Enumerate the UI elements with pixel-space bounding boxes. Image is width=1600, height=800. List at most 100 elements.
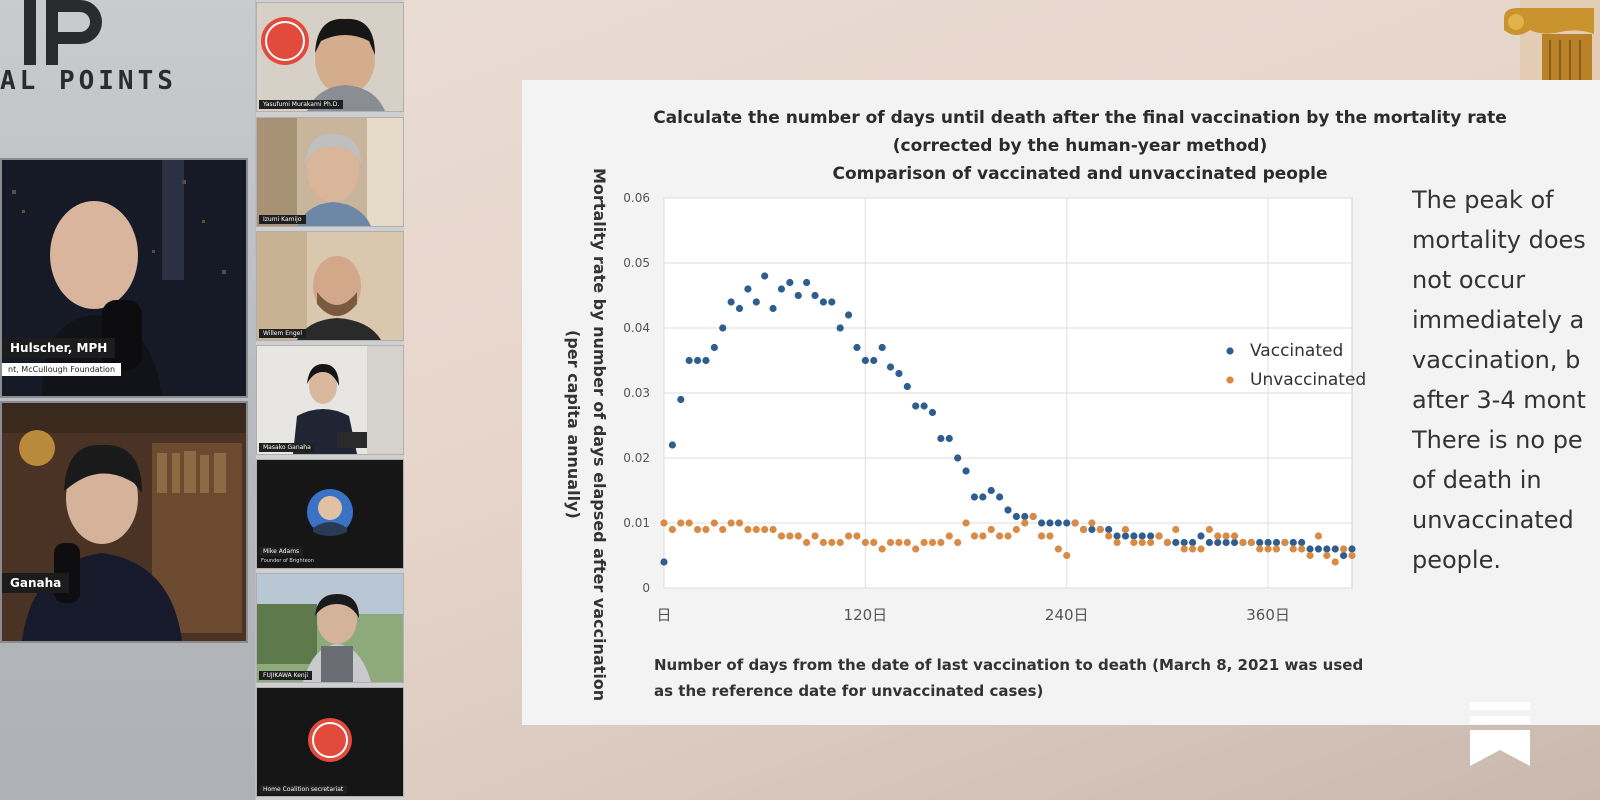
data-point-unvaccinated <box>1239 538 1247 547</box>
data-point-unvaccinated <box>1314 532 1323 540</box>
data-point-unvaccinated <box>979 532 987 540</box>
participant-video-frame <box>257 346 403 454</box>
x-tick-label: 240日 <box>1045 606 1089 624</box>
y-tick-label: 0.02 <box>623 451 650 465</box>
y-tick-label: 0 <box>642 581 650 595</box>
data-point-unvaccinated <box>1289 545 1297 553</box>
speaker-video-frame <box>2 403 246 641</box>
data-point-unvaccinated <box>693 525 702 534</box>
data-point-vaccinated <box>693 356 702 365</box>
data-point-vaccinated <box>996 493 1004 501</box>
data-point-vaccinated <box>1046 519 1054 527</box>
participant-tile[interactable]: Willem Engel <box>256 231 404 341</box>
data-point-unvaccinated <box>1147 538 1155 547</box>
data-point-vaccinated <box>761 272 769 280</box>
data-point-vaccinated <box>987 486 995 495</box>
legend-marker <box>1226 376 1234 384</box>
data-point-unvaccinated <box>962 519 970 527</box>
data-point-unvaccinated <box>1172 525 1180 534</box>
data-point-vaccinated <box>1256 538 1264 547</box>
data-point-vaccinated <box>803 278 811 287</box>
speaker-video-tile[interactable]: Ganaha <box>0 401 248 643</box>
data-point-vaccinated <box>1113 532 1121 540</box>
participant-tile[interactable]: Masako Ganaha <box>256 345 404 455</box>
data-point-vaccinated <box>945 434 953 443</box>
data-point-vaccinated <box>878 343 886 352</box>
data-point-unvaccinated <box>1340 545 1348 553</box>
data-point-unvaccinated <box>1130 538 1138 547</box>
data-point-vaccinated <box>1264 538 1272 547</box>
y-tick-label: 0.06 <box>623 191 650 205</box>
data-point-unvaccinated <box>1071 519 1079 527</box>
participant-name: Izumi Kamijo <box>259 215 306 224</box>
data-point-vaccinated <box>895 369 903 378</box>
data-point-vaccinated <box>1314 545 1323 553</box>
slide-title-line: Calculate the number of days until death… <box>653 108 1507 128</box>
participant-tile[interactable]: Mike Adams Founder of Brighteon <box>256 459 404 569</box>
data-point-unvaccinated <box>1264 545 1272 553</box>
data-point-unvaccinated <box>735 519 744 527</box>
data-point-unvaccinated <box>752 525 760 534</box>
data-point-vaccinated <box>1298 538 1306 547</box>
data-point-vaccinated <box>937 434 945 443</box>
slide-side-note: The peak of mortality does not occur imm… <box>1412 186 1586 574</box>
data-point-unvaccinated <box>777 532 786 540</box>
data-point-vaccinated <box>886 363 895 371</box>
data-point-unvaccinated <box>1021 519 1029 527</box>
data-point-vaccinated <box>1180 538 1188 547</box>
legend-marker <box>1226 347 1234 355</box>
data-point-vaccinated <box>685 356 693 365</box>
data-point-vaccinated <box>1105 525 1113 534</box>
data-point-vaccinated <box>1088 525 1096 534</box>
data-point-vaccinated <box>719 324 727 332</box>
data-point-unvaccinated <box>744 525 752 534</box>
participant-tile[interactable]: Izumi Kamijo <box>256 117 404 227</box>
data-point-vaccinated <box>962 467 970 475</box>
data-point-unvaccinated <box>1323 551 1331 560</box>
data-point-unvaccinated <box>853 532 861 540</box>
data-point-unvaccinated <box>1306 551 1314 560</box>
data-point-unvaccinated <box>786 532 794 540</box>
data-point-unvaccinated <box>1222 532 1230 540</box>
data-point-unvaccinated <box>1138 538 1146 547</box>
participant-tile[interactable]: FUJIKAWA Kenji <box>256 573 404 683</box>
participant-name: Willem Engel <box>259 329 307 338</box>
slide-title-line: Comparison of vaccinated and unvaccinate… <box>832 164 1328 184</box>
data-point-unvaccinated <box>996 532 1004 540</box>
bookmark-icon[interactable] <box>1470 702 1530 766</box>
x-tick-label: 360日 <box>1246 606 1290 624</box>
data-point-unvaccinated <box>1163 538 1172 547</box>
data-point-vaccinated <box>903 382 911 391</box>
participant-tile[interactable]: Yasufumi Murakami Ph.D. <box>256 2 404 112</box>
data-point-unvaccinated <box>1004 532 1012 540</box>
data-point-vaccinated <box>1289 538 1297 547</box>
participant-video-frame <box>257 3 403 111</box>
speaker-video-tile[interactable]: Hulscher, MPH nt, McCullough Foundation <box>0 158 248 398</box>
data-point-vaccinated <box>1222 538 1230 547</box>
data-point-unvaccinated <box>861 538 869 547</box>
y-axis-label: (per capita annually) <box>564 330 583 519</box>
participant-video-frame <box>257 574 403 682</box>
data-point-vaccinated <box>735 304 744 313</box>
data-point-vaccinated <box>1037 519 1046 527</box>
speaker-name-label: Ganaha <box>2 573 70 593</box>
data-point-vaccinated <box>970 493 979 501</box>
participant-tile[interactable]: Home Coalition secretariat <box>256 687 404 797</box>
participant-name: Masako Ganaha <box>259 443 315 452</box>
data-point-vaccinated <box>1021 512 1029 521</box>
data-point-unvaccinated <box>727 519 735 527</box>
data-point-unvaccinated <box>903 538 911 547</box>
data-point-vaccinated <box>954 454 962 462</box>
data-point-vaccinated <box>1121 532 1130 540</box>
data-point-unvaccinated <box>1079 525 1088 534</box>
data-point-unvaccinated <box>1037 532 1046 540</box>
data-point-vaccinated <box>920 402 928 410</box>
speaker-name-label: Hulscher, MPH <box>2 338 116 358</box>
data-point-unvaccinated <box>769 525 777 534</box>
data-point-vaccinated <box>710 343 718 352</box>
data-point-unvaccinated <box>912 545 920 553</box>
data-point-vaccinated <box>979 493 987 501</box>
data-point-vaccinated <box>1130 532 1138 540</box>
slide-title: Calculate the number of days until death… <box>600 104 1560 188</box>
participant-name: Yasufumi Murakami Ph.D. <box>259 100 344 109</box>
